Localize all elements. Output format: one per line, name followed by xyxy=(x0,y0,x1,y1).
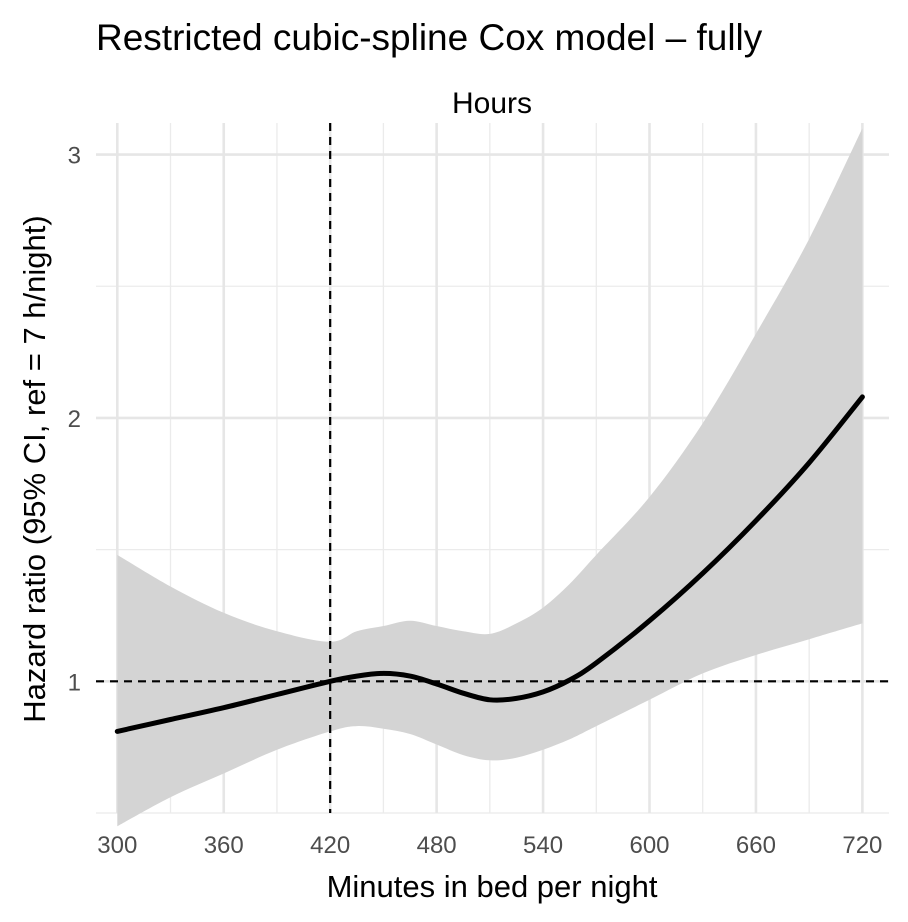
x-tick-label: 600 xyxy=(629,832,669,859)
x-tick-label: 420 xyxy=(310,832,350,859)
y-tick-label: 1 xyxy=(68,669,81,696)
y-axis-ticks: 1 2 3 xyxy=(68,143,81,697)
x-tick-label: 540 xyxy=(523,832,563,859)
x-tick-label: 660 xyxy=(736,832,776,859)
y-tick-label: 2 xyxy=(68,406,81,433)
y-axis-title: Hazard ratio (95% CI, ref = 7 h/night) xyxy=(17,215,52,722)
chart-subtitle: Hours xyxy=(452,87,532,120)
reference-lines xyxy=(96,123,889,813)
x-axis-title: Minutes in bed per night xyxy=(327,869,658,904)
hazard-ratio-line xyxy=(114,394,865,734)
x-tick-label: 300 xyxy=(97,832,137,859)
confidence-band xyxy=(117,128,863,827)
chart-title: Restricted cubic-spline Cox model – full… xyxy=(96,17,763,58)
x-tick-label: 360 xyxy=(204,832,244,859)
x-tick-label: 720 xyxy=(842,832,882,859)
y-tick-label: 3 xyxy=(68,143,81,170)
x-axis-ticks: 300 360 420 480 540 600 660 720 xyxy=(97,832,882,859)
x-tick-label: 480 xyxy=(417,832,457,859)
